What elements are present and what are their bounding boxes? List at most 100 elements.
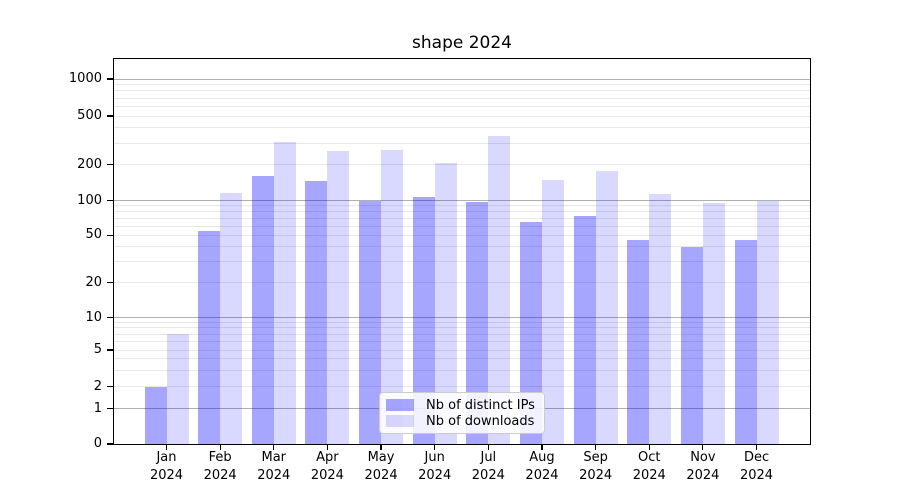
gridline-minor bbox=[114, 205, 810, 207]
x-tick-label-feb: Feb 2024 bbox=[203, 450, 237, 483]
y-tick-mark bbox=[107, 349, 114, 351]
y-tick-label: 5 bbox=[93, 342, 102, 357]
y-tick-label: 0 bbox=[93, 436, 102, 451]
legend-swatch-distinct-ips bbox=[386, 399, 414, 411]
x-tick-mark bbox=[648, 444, 650, 450]
gridline-minor bbox=[114, 261, 810, 263]
x-tick-mark bbox=[487, 444, 489, 450]
x-tick-mark bbox=[595, 444, 597, 450]
x-tick-mark bbox=[541, 444, 543, 450]
y-tick-label: 100 bbox=[77, 192, 102, 208]
gridline-major bbox=[114, 78, 810, 80]
bar-distinct-ips-jan bbox=[144, 386, 167, 444]
x-tick-label-mar: Mar 2024 bbox=[257, 450, 291, 483]
gridline-minor bbox=[114, 370, 810, 372]
y-tick-label: 200 bbox=[77, 156, 102, 172]
y-tick-mark bbox=[107, 200, 114, 202]
bar-downloads-mar bbox=[273, 142, 296, 444]
x-tick-mark bbox=[165, 444, 168, 450]
bar-downloads-aug bbox=[541, 180, 564, 444]
gridline-minor bbox=[114, 90, 810, 92]
gridline-minor bbox=[114, 84, 810, 86]
x-tick-label-nov: Nov 2024 bbox=[686, 450, 720, 483]
legend-swatch-downloads bbox=[386, 415, 414, 427]
x-tick-mark bbox=[380, 444, 382, 450]
bar-downloads-feb bbox=[220, 193, 243, 444]
bar-distinct-ips-apr bbox=[305, 181, 328, 444]
y-tick-mark bbox=[107, 316, 114, 319]
y-tick-label: 10 bbox=[85, 309, 102, 325]
y-tick-label: 50 bbox=[85, 227, 102, 243]
bar-distinct-ips-jun bbox=[412, 197, 435, 444]
gridline-major bbox=[114, 200, 810, 202]
gridline-major bbox=[114, 317, 810, 318]
bar-distinct-ips-feb bbox=[198, 231, 221, 444]
gridline-minor bbox=[114, 321, 810, 323]
legend-item-distinct-ips: Nb of distinct IPs bbox=[386, 398, 538, 413]
x-tick-mark bbox=[273, 444, 275, 450]
bar-distinct-ips-may bbox=[359, 200, 382, 444]
x-tick-mark bbox=[219, 444, 221, 450]
x-tick-label-may: May 2024 bbox=[364, 450, 398, 483]
y-tick-mark bbox=[107, 407, 114, 410]
bar-downloads-jan bbox=[166, 334, 189, 444]
bar-downloads-sep bbox=[595, 170, 618, 444]
bar-distinct-ips-dec bbox=[734, 239, 757, 444]
bar-distinct-ips-oct bbox=[627, 239, 650, 444]
y-tick-label: 2 bbox=[93, 378, 102, 394]
y-tick-mark bbox=[107, 443, 114, 445]
x-tick-mark bbox=[755, 444, 758, 450]
y-tick-mark bbox=[107, 115, 114, 117]
gridline-minor bbox=[114, 340, 810, 342]
y-tick-label: 500 bbox=[77, 108, 102, 123]
gridline-minor bbox=[114, 97, 810, 99]
gridline-minor bbox=[114, 142, 810, 144]
x-tick-label-dec: Dec 2024 bbox=[739, 450, 774, 483]
x-tick-mark bbox=[434, 444, 436, 450]
bar-downloads-apr bbox=[327, 150, 350, 444]
gridline-minor bbox=[114, 105, 810, 107]
y-tick-mark bbox=[107, 386, 114, 388]
gridline-minor bbox=[114, 218, 810, 219]
y-tick-mark bbox=[107, 78, 114, 80]
gridline-minor bbox=[114, 386, 810, 388]
legend-label-distinct-ips: Nb of distinct IPs bbox=[426, 397, 535, 413]
gridline-minor bbox=[114, 225, 810, 227]
chart-title: shape 2024 bbox=[412, 33, 512, 53]
y-tick-label: 1000 bbox=[68, 71, 102, 86]
gridline-minor bbox=[114, 211, 810, 213]
gridline-minor bbox=[114, 234, 810, 236]
bar-downloads-jul bbox=[488, 136, 511, 444]
y-tick-mark bbox=[107, 234, 114, 236]
gridline-minor bbox=[114, 349, 810, 351]
y-tick-label: 1 bbox=[93, 400, 102, 416]
bar-downloads-dec bbox=[756, 200, 779, 444]
gridline-minor bbox=[114, 164, 810, 166]
bar-distinct-ips-jul bbox=[466, 202, 489, 444]
gridline-minor bbox=[114, 115, 810, 117]
gridline-minor bbox=[114, 327, 810, 329]
y-tick-label: 20 bbox=[85, 274, 102, 290]
x-tick-label-sep: Sep 2024 bbox=[579, 450, 613, 483]
x-tick-mark bbox=[702, 444, 704, 450]
y-tick-mark bbox=[107, 282, 114, 284]
bar-distinct-ips-mar bbox=[251, 176, 274, 444]
gridline-minor bbox=[114, 358, 810, 360]
y-tick-mark bbox=[107, 164, 114, 166]
bar-distinct-ips-nov bbox=[680, 246, 703, 444]
x-tick-label-jun: Jun 2024 bbox=[418, 450, 452, 483]
plot-area bbox=[114, 60, 810, 445]
gridline-minor bbox=[114, 127, 810, 129]
legend-label-downloads: Nb of downloads bbox=[426, 413, 535, 429]
bar-downloads-oct bbox=[649, 194, 672, 444]
x-tick-label-oct: Oct 2024 bbox=[632, 450, 666, 483]
x-tick-label-jul: Jul 2024 bbox=[471, 450, 505, 483]
bar-distinct-ips-aug bbox=[519, 222, 542, 444]
bar-downloads-may bbox=[381, 150, 404, 444]
bar-downloads-jun bbox=[434, 163, 457, 444]
x-tick-label-apr: Apr 2024 bbox=[310, 450, 344, 483]
gridline-minor bbox=[114, 333, 810, 335]
x-tick-label-jan: Jan 2024 bbox=[149, 450, 184, 483]
legend-item-downloads: Nb of downloads bbox=[386, 414, 538, 429]
bar-distinct-ips-sep bbox=[573, 216, 596, 444]
